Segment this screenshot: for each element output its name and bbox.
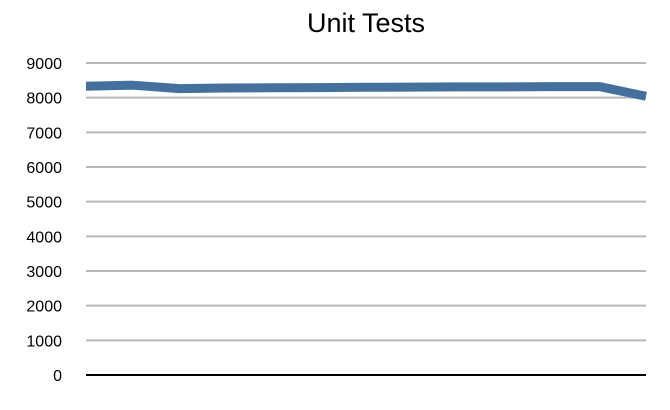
series-group [85,80,647,101]
y-axis-tick-labels: 0 1000 2000 3000 4000 5000 6000 7000 8000 9000 [26,56,62,385]
y-tick-label: 5000 [26,195,62,212]
y-tick-label: 1000 [26,333,62,350]
y-tick-label: 2000 [26,299,62,316]
y-tick-label: 7000 [26,125,62,142]
grid-lines [86,62,646,342]
y-tick-label: 3000 [26,264,62,281]
y-tick-label: 9000 [26,56,62,73]
y-tick-label: 4000 [26,229,62,246]
chart-title: Unit Tests [307,8,425,38]
y-tick-label: 8000 [26,91,62,108]
y-tick-label: 0 [53,368,62,385]
y-tick-label: 6000 [26,160,62,177]
series-line [85,80,647,101]
